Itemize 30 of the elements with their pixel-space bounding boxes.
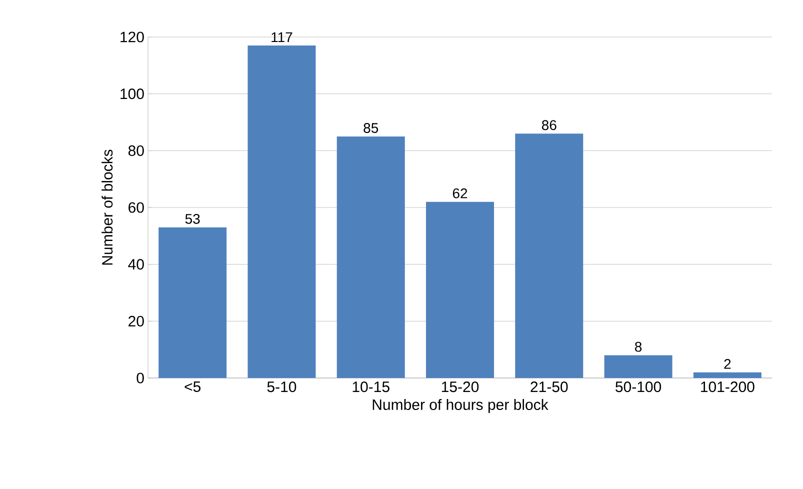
bar: [693, 372, 762, 378]
x-tick-label: <5: [184, 382, 200, 392]
data-label: 53: [185, 214, 200, 224]
bar: [158, 227, 227, 378]
data-label: 62: [452, 188, 468, 198]
y-tick-label: 100: [120, 88, 144, 100]
bar: [426, 202, 494, 378]
data-label: 2: [724, 359, 731, 369]
x-tick-label: 101-200: [701, 382, 754, 392]
data-label: 117: [272, 32, 292, 42]
x-tick-label: 15-20: [442, 382, 479, 392]
x-tick-label: 21-50: [530, 382, 568, 392]
bar: [604, 355, 672, 378]
x-axis-title: Number of hours per block: [372, 398, 548, 413]
y-axis-title: Number of blocks: [102, 150, 113, 265]
x-tick-label: 5-10: [267, 382, 296, 392]
y-tick-label: 80: [128, 145, 144, 156]
bar: [515, 134, 584, 378]
x-tick-label: 10-15: [352, 382, 390, 392]
bar: [336, 136, 405, 378]
y-tick-label: 0: [136, 372, 144, 384]
y-tick-label: 20: [128, 316, 144, 326]
y-tick-label: 60: [128, 202, 144, 213]
x-tick-label: 50-100: [616, 382, 662, 392]
data-label: 85: [364, 123, 378, 133]
y-tick-label: 120: [120, 32, 144, 42]
data-label: 86: [542, 120, 556, 130]
y-tick-label: 40: [128, 259, 144, 270]
data-label: 8: [635, 342, 642, 352]
bar: [248, 46, 316, 378]
